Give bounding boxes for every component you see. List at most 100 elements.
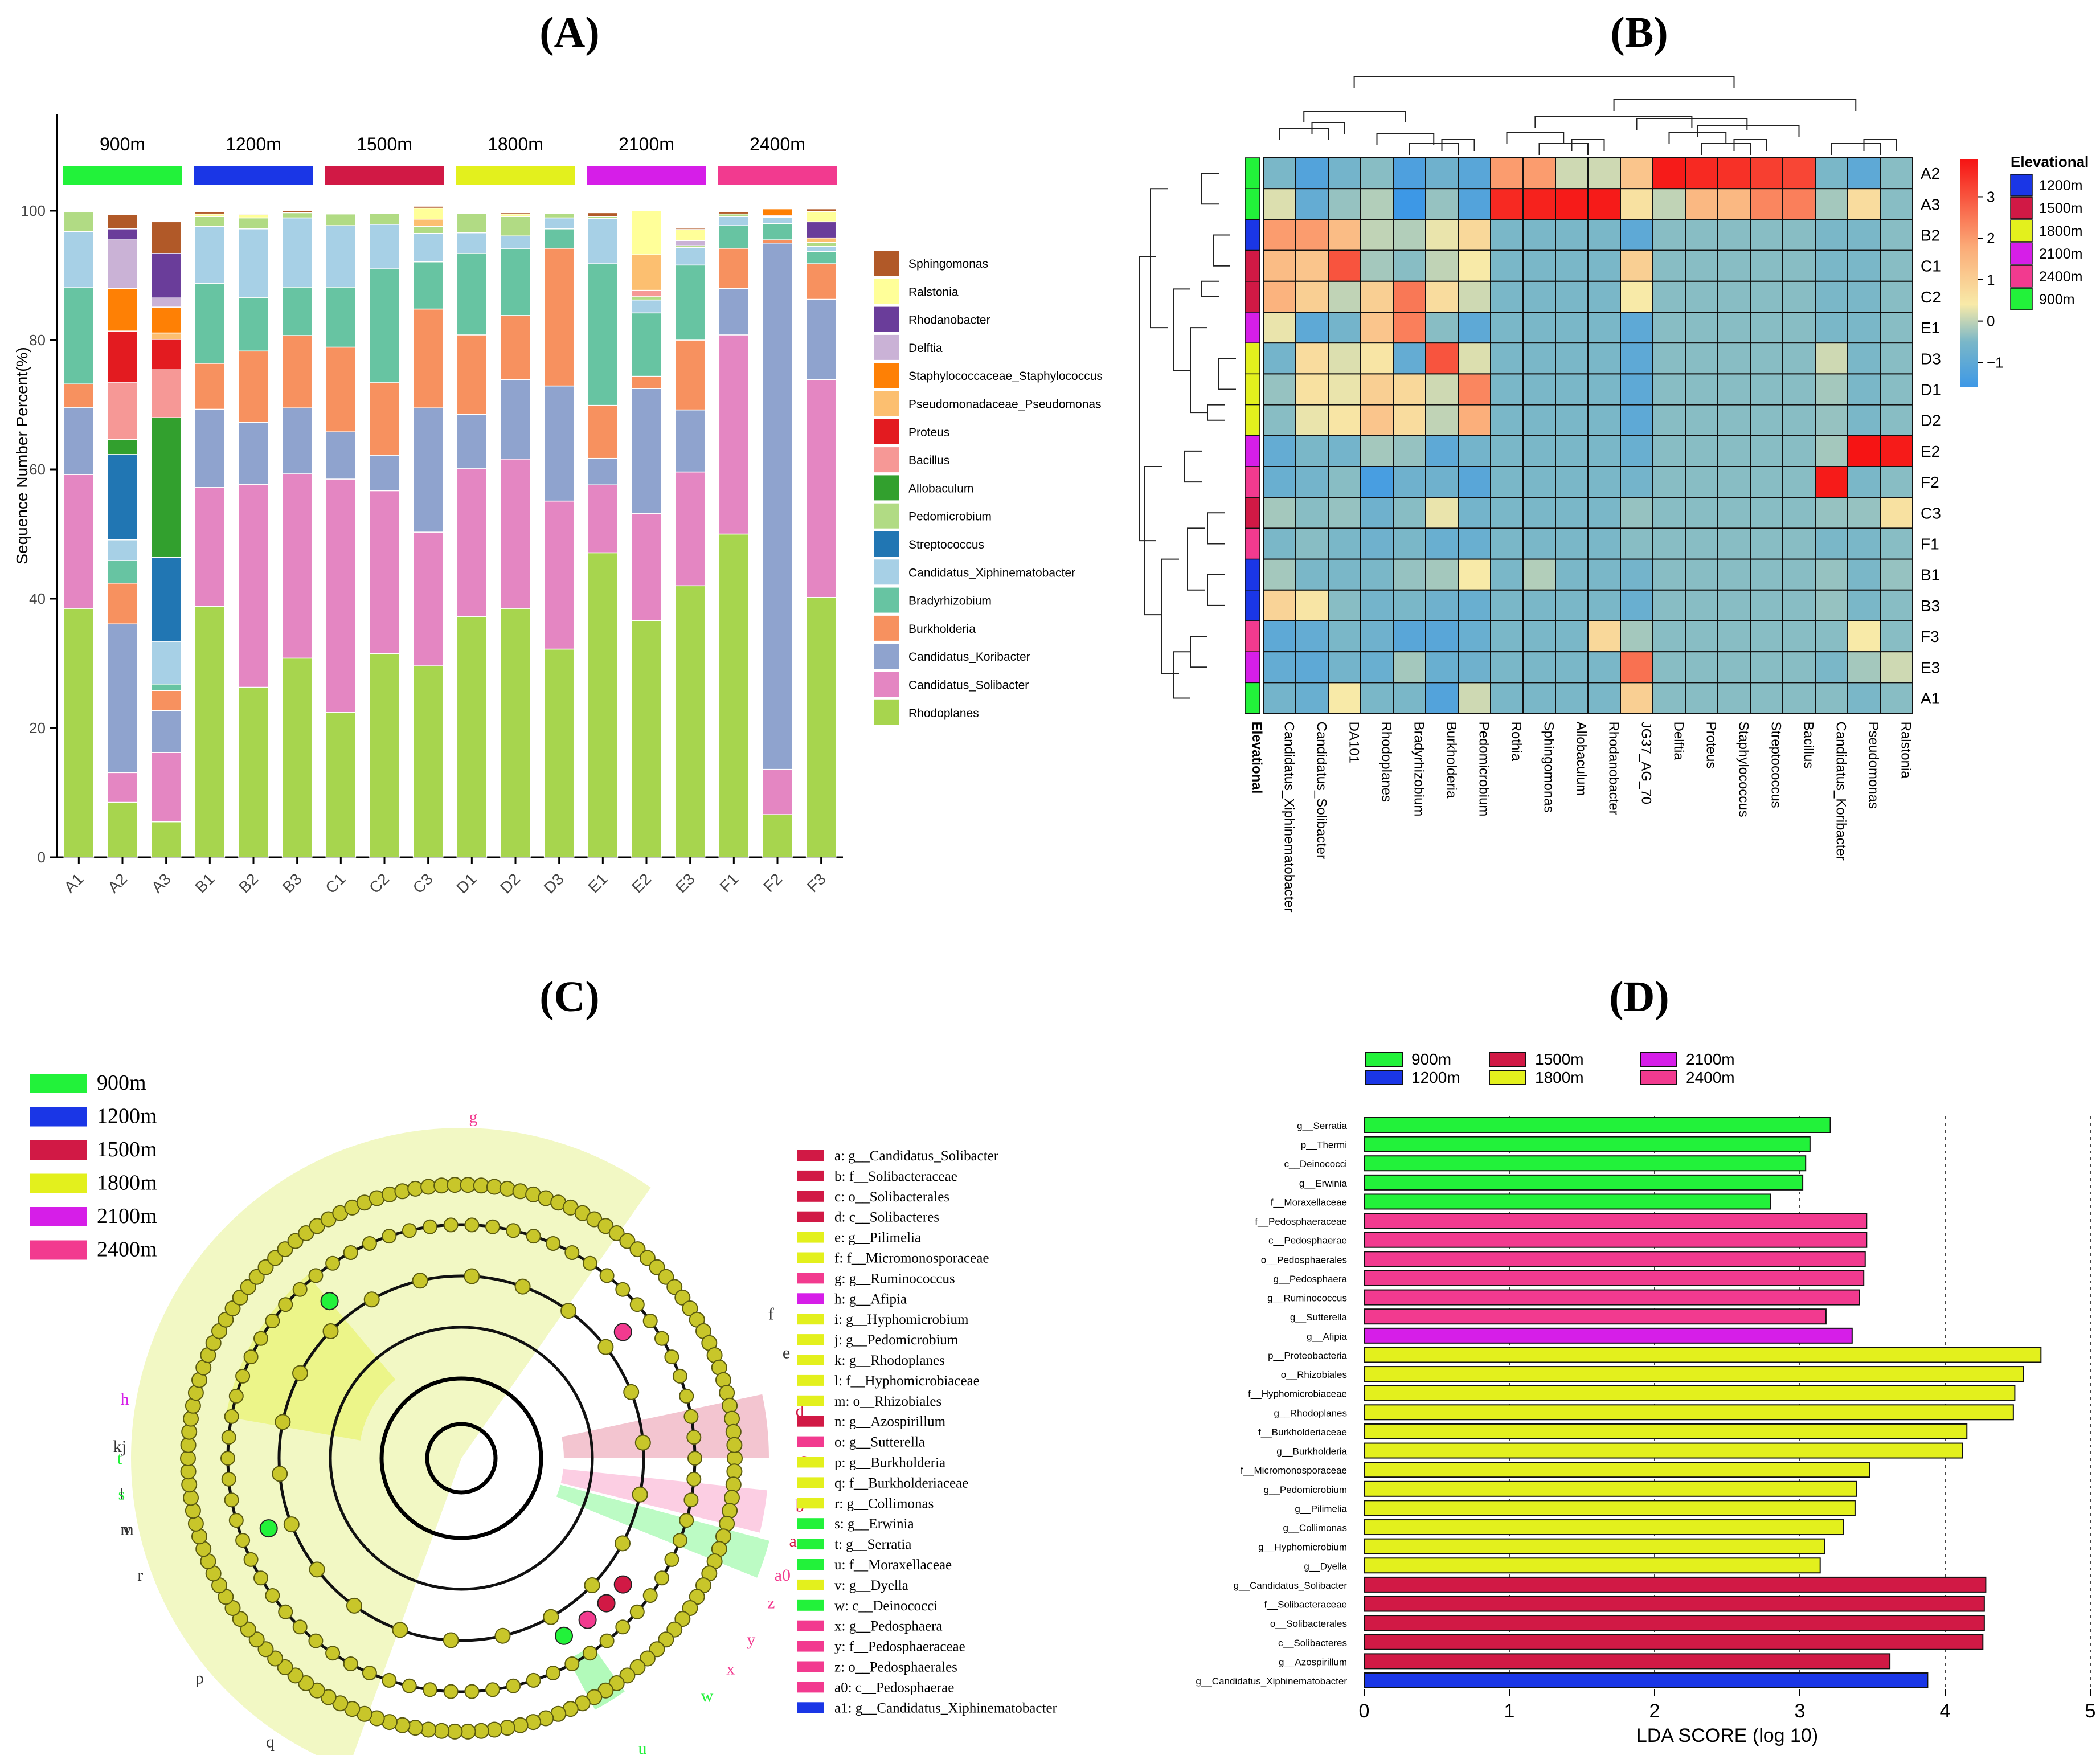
heat-cell-B3-Delftia xyxy=(1652,589,1686,622)
cladogram-leaf-node-33 xyxy=(447,1723,463,1740)
cladogram-leaf-node-78 xyxy=(232,1289,248,1306)
x-tick-label-C3: C3 xyxy=(410,870,436,897)
heat-cell-B3-Streptococcus xyxy=(1750,589,1783,622)
taxon-swatch-12 xyxy=(797,1395,824,1406)
bar-segment-A2-Bradyrhizobium xyxy=(107,560,138,584)
group-label-900m: 900m xyxy=(100,134,145,154)
cladogram-node-43 xyxy=(278,1297,293,1312)
heat-cell-C2-Proteus xyxy=(1685,280,1718,313)
cladogram-leaf-node-32 xyxy=(460,1723,476,1740)
bar-segment-C1-Candidatus_Xiphinematobacter xyxy=(325,225,357,288)
heat-cell-D3-Candidatus_Xiphinematobacter xyxy=(1263,342,1296,375)
heat-cell-A2-Rhodoplanes xyxy=(1360,157,1394,190)
cladogram-node-10 xyxy=(599,1633,615,1648)
taxon-label-4: e: g__Pilimelia xyxy=(834,1230,921,1246)
heat-cell-C3-Bacillus xyxy=(1782,497,1816,529)
cladogram-node-34 xyxy=(221,1471,236,1487)
heat-cell-A1-JG37_AG_70 xyxy=(1620,682,1653,714)
heat-cell-E1-Sphingomonas xyxy=(1522,312,1556,344)
cladogram-node-62 xyxy=(629,1297,645,1312)
lda-bar-g__Pilimelia xyxy=(1364,1500,1856,1516)
taxon-label-23: x: g__Pedosphaera xyxy=(834,1619,943,1634)
heat-cell-D1-Streptococcus xyxy=(1750,373,1783,406)
heat-cell-A2-Bacillus xyxy=(1782,157,1816,190)
group-label-1500m: 1500m xyxy=(357,134,412,154)
legend-label-Delftia: Delftia xyxy=(908,342,943,355)
lda-label-g__Collimonas: g__Collimonas xyxy=(1283,1523,1347,1533)
heat-cell-B2-Candidatus_Solibacter xyxy=(1295,219,1329,251)
cladogram-leaf-node-19 xyxy=(619,1667,636,1684)
cladogram-leaf-node-44 xyxy=(309,1682,325,1699)
heat-cell-D1-Proteus xyxy=(1685,373,1718,406)
y-tick-label-0: 0 xyxy=(38,849,46,866)
bar-segment-E2-Bradyrhizobium xyxy=(631,312,662,377)
taxon-label-17: r: g__Collimonas xyxy=(834,1496,934,1511)
bar-segment-B2-Rhodoplanes xyxy=(238,686,269,858)
cladogram-node-53 xyxy=(464,1217,480,1233)
bar-segment-F3-Bradyrhizobium xyxy=(805,251,837,264)
column-label-Candidatus_Koribacter: Candidatus_Koribacter xyxy=(1833,722,1849,861)
cladogram-leaf-node-85 xyxy=(298,1225,314,1241)
bar-segment-D2-Candidatus_Xiphinematobacter xyxy=(500,235,531,249)
lda-label-g__Sutterella: g__Sutterella xyxy=(1290,1312,1348,1323)
legend-swatch-2100m xyxy=(30,1207,87,1226)
heat-cell-E3-Rhodoplanes xyxy=(1360,651,1394,684)
cladogram-node-42 xyxy=(265,1314,280,1328)
bar-segment-D1-Candidatus_Xiphinematobacter xyxy=(456,232,488,254)
heat-cell-E2-Candidatus_Solibacter xyxy=(1295,435,1329,467)
lda-bar-o__Solibacterales xyxy=(1364,1615,1985,1631)
heat-cell-A1-Candidatus_Koribacter xyxy=(1815,682,1848,714)
legend-label-Staphylococcaceae_Staphylococcus: Staphylococcaceae_Staphylococcus xyxy=(908,370,1103,383)
heat-cell-C2-DA101 xyxy=(1328,280,1361,313)
row-dendrogram-link-1 xyxy=(1213,234,1230,267)
bar-segment-D1-Pedomicrobium xyxy=(456,212,488,234)
heat-cell-B3-Sphingomonas xyxy=(1522,589,1556,622)
bar-segment-C2-Candidatus_Xiphinematobacter xyxy=(369,224,400,269)
heat-cell-D2-Sphingomonas xyxy=(1522,404,1556,436)
heat-cell-A2-Allobaculum xyxy=(1555,157,1589,190)
row-annotation-E3 xyxy=(1245,651,1260,684)
legend-label-2100m: 2100m xyxy=(97,1204,157,1228)
bar-segment-E3-Sphingomonas xyxy=(674,227,706,230)
lda-bar-g__Erwinia xyxy=(1364,1174,1804,1191)
cladogram-branch-node-8 xyxy=(309,1561,325,1578)
legend-swatch-Burkholderia xyxy=(874,615,899,641)
lda-bar-g__Pedomicrobium xyxy=(1364,1480,1857,1497)
cladogram-marker-3 xyxy=(555,1626,573,1645)
cladogram-branch-node-5 xyxy=(443,1632,459,1648)
bar-segment-D2-Candidatus_Koribacter xyxy=(500,379,531,460)
lda-bar-o__Pedosphaerales xyxy=(1364,1251,1866,1267)
bar-segment-D2-Candidatus_Solibacter xyxy=(500,459,531,609)
bar-segment-F3-Burkholderia xyxy=(805,263,837,300)
heat-cell-B3-Rothia xyxy=(1490,589,1524,622)
cladogram-node-9 xyxy=(615,1619,631,1635)
row-annotation-C1 xyxy=(1245,249,1260,282)
heat-cell-F2-JG37_AG_70 xyxy=(1620,466,1653,498)
bar-segment-A1-Burkholderia xyxy=(63,383,95,408)
heat-cell-A2-Ralstonia xyxy=(1880,157,1913,190)
heat-cell-F1-Burkholderia xyxy=(1425,527,1459,560)
clade-highlight-pedosphaerae xyxy=(560,1468,767,1533)
cladogram-node-35 xyxy=(220,1451,235,1466)
heat-cell-F2-Rothia xyxy=(1490,466,1524,498)
cladogram-marker-5 xyxy=(613,1323,632,1341)
bar-segment-B3-Sphingomonas xyxy=(281,210,313,214)
x-tick-label-3: 3 xyxy=(1795,1700,1806,1722)
column-label-Pedomicrobium: Pedomicrobium xyxy=(1476,722,1492,817)
cladogram-leaf-node-114 xyxy=(649,1259,665,1275)
heat-cell-C2-Rhodoplanes xyxy=(1360,280,1394,313)
heat-cell-D2-Bacillus xyxy=(1782,404,1816,436)
legend-swatch-Staphylococcaceae_Staphylococcus xyxy=(874,363,899,388)
clade-label-f: f xyxy=(768,1304,774,1323)
panel-b-title: (B) xyxy=(1610,9,1668,56)
bar-segment-D3-Burkholderia xyxy=(543,248,575,387)
heat-cell-D2-Candidatus_Koribacter xyxy=(1815,404,1848,436)
heat-cell-D3-Bacillus xyxy=(1782,342,1816,375)
heat-cell-C1-Candidatus_Xiphinematobacter xyxy=(1263,249,1296,282)
heat-cell-D2-Bradyrhizobium xyxy=(1393,404,1426,436)
heat-cell-E2-Burkholderia xyxy=(1425,435,1459,467)
cladogram-leaf-node-80 xyxy=(248,1269,265,1285)
legend-swatch-900m xyxy=(1365,1052,1403,1067)
clade-label-y: y xyxy=(747,1630,755,1649)
lda-label-f__Solibacteraceae: f__Solibacteraceae xyxy=(1264,1599,1347,1610)
